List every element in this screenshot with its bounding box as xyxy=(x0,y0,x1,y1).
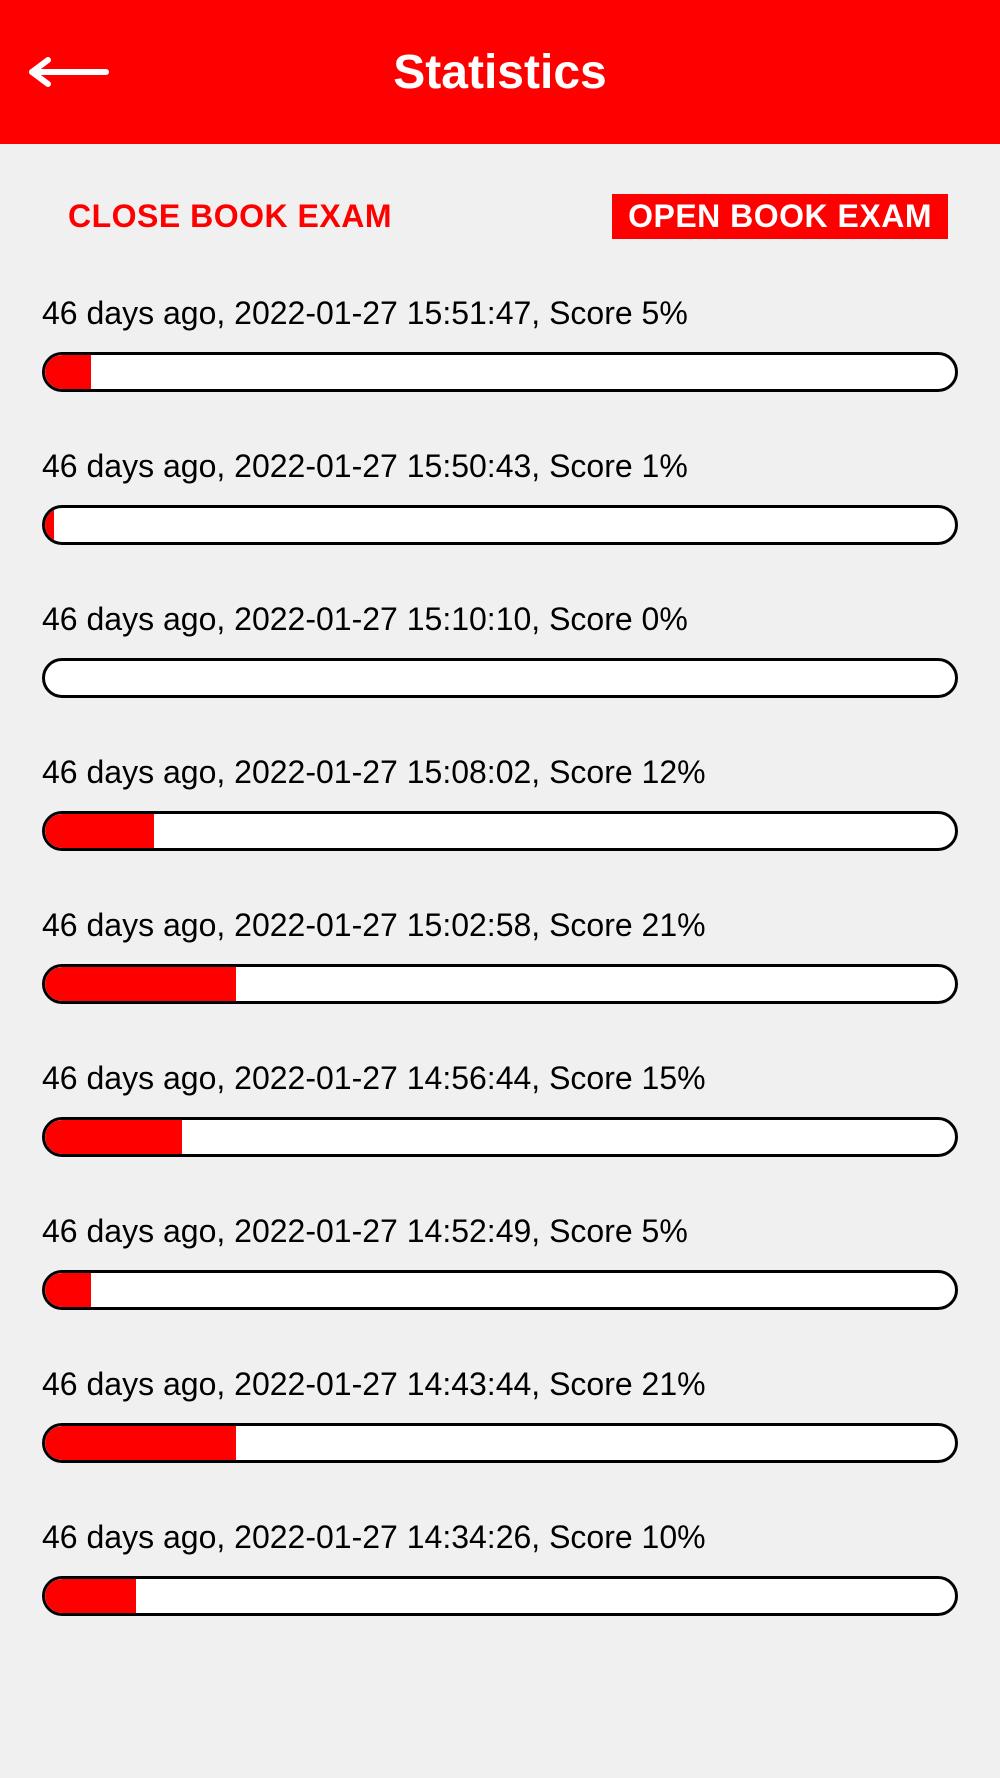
progress-fill xyxy=(45,1273,91,1307)
stat-label: 46 days ago, 2022-01-27 14:56:44, Score … xyxy=(42,1060,958,1097)
stat-item[interactable]: 46 days ago, 2022-01-27 15:02:58, Score … xyxy=(42,907,958,1004)
progress-fill xyxy=(45,1579,136,1613)
stat-label: 46 days ago, 2022-01-27 15:10:10, Score … xyxy=(42,601,958,638)
back-arrow-icon[interactable] xyxy=(28,57,110,87)
progress-bar xyxy=(42,1270,958,1310)
stat-label: 46 days ago, 2022-01-27 15:02:58, Score … xyxy=(42,907,958,944)
tab-open-book-exam[interactable]: OPEN BOOK EXAM xyxy=(612,194,948,239)
stat-item[interactable]: 46 days ago, 2022-01-27 14:34:26, Score … xyxy=(42,1519,958,1616)
progress-bar xyxy=(42,505,958,545)
progress-bar xyxy=(42,964,958,1004)
page-title: Statistics xyxy=(0,45,1000,100)
stat-item[interactable]: 46 days ago, 2022-01-27 14:43:44, Score … xyxy=(42,1366,958,1463)
app-header: Statistics xyxy=(0,0,1000,144)
progress-bar xyxy=(42,1117,958,1157)
exam-tabs: CLOSE BOOK EXAM OPEN BOOK EXAM xyxy=(42,194,958,239)
stat-item[interactable]: 46 days ago, 2022-01-27 15:50:43, Score … xyxy=(42,448,958,545)
progress-bar xyxy=(42,658,958,698)
stat-item[interactable]: 46 days ago, 2022-01-27 15:10:10, Score … xyxy=(42,601,958,698)
content-area: CLOSE BOOK EXAM OPEN BOOK EXAM 46 days a… xyxy=(0,144,1000,1616)
stats-list: 46 days ago, 2022-01-27 15:51:47, Score … xyxy=(42,295,958,1616)
progress-bar xyxy=(42,811,958,851)
stat-label: 46 days ago, 2022-01-27 14:43:44, Score … xyxy=(42,1366,958,1403)
stat-label: 46 days ago, 2022-01-27 14:34:26, Score … xyxy=(42,1519,958,1556)
stat-item[interactable]: 46 days ago, 2022-01-27 15:51:47, Score … xyxy=(42,295,958,392)
stat-item[interactable]: 46 days ago, 2022-01-27 14:52:49, Score … xyxy=(42,1213,958,1310)
progress-fill xyxy=(45,814,154,848)
progress-fill xyxy=(45,967,236,1001)
tab-close-book-exam[interactable]: CLOSE BOOK EXAM xyxy=(52,194,408,239)
progress-fill xyxy=(45,355,91,389)
progress-fill xyxy=(45,1426,236,1460)
progress-fill xyxy=(45,1120,182,1154)
progress-bar xyxy=(42,1423,958,1463)
stat-item[interactable]: 46 days ago, 2022-01-27 14:56:44, Score … xyxy=(42,1060,958,1157)
stat-item[interactable]: 46 days ago, 2022-01-27 15:08:02, Score … xyxy=(42,754,958,851)
stat-label: 46 days ago, 2022-01-27 15:08:02, Score … xyxy=(42,754,958,791)
progress-fill xyxy=(45,508,54,542)
progress-bar xyxy=(42,1576,958,1616)
stat-label: 46 days ago, 2022-01-27 14:52:49, Score … xyxy=(42,1213,958,1250)
stat-label: 46 days ago, 2022-01-27 15:50:43, Score … xyxy=(42,448,958,485)
progress-bar xyxy=(42,352,958,392)
stat-label: 46 days ago, 2022-01-27 15:51:47, Score … xyxy=(42,295,958,332)
